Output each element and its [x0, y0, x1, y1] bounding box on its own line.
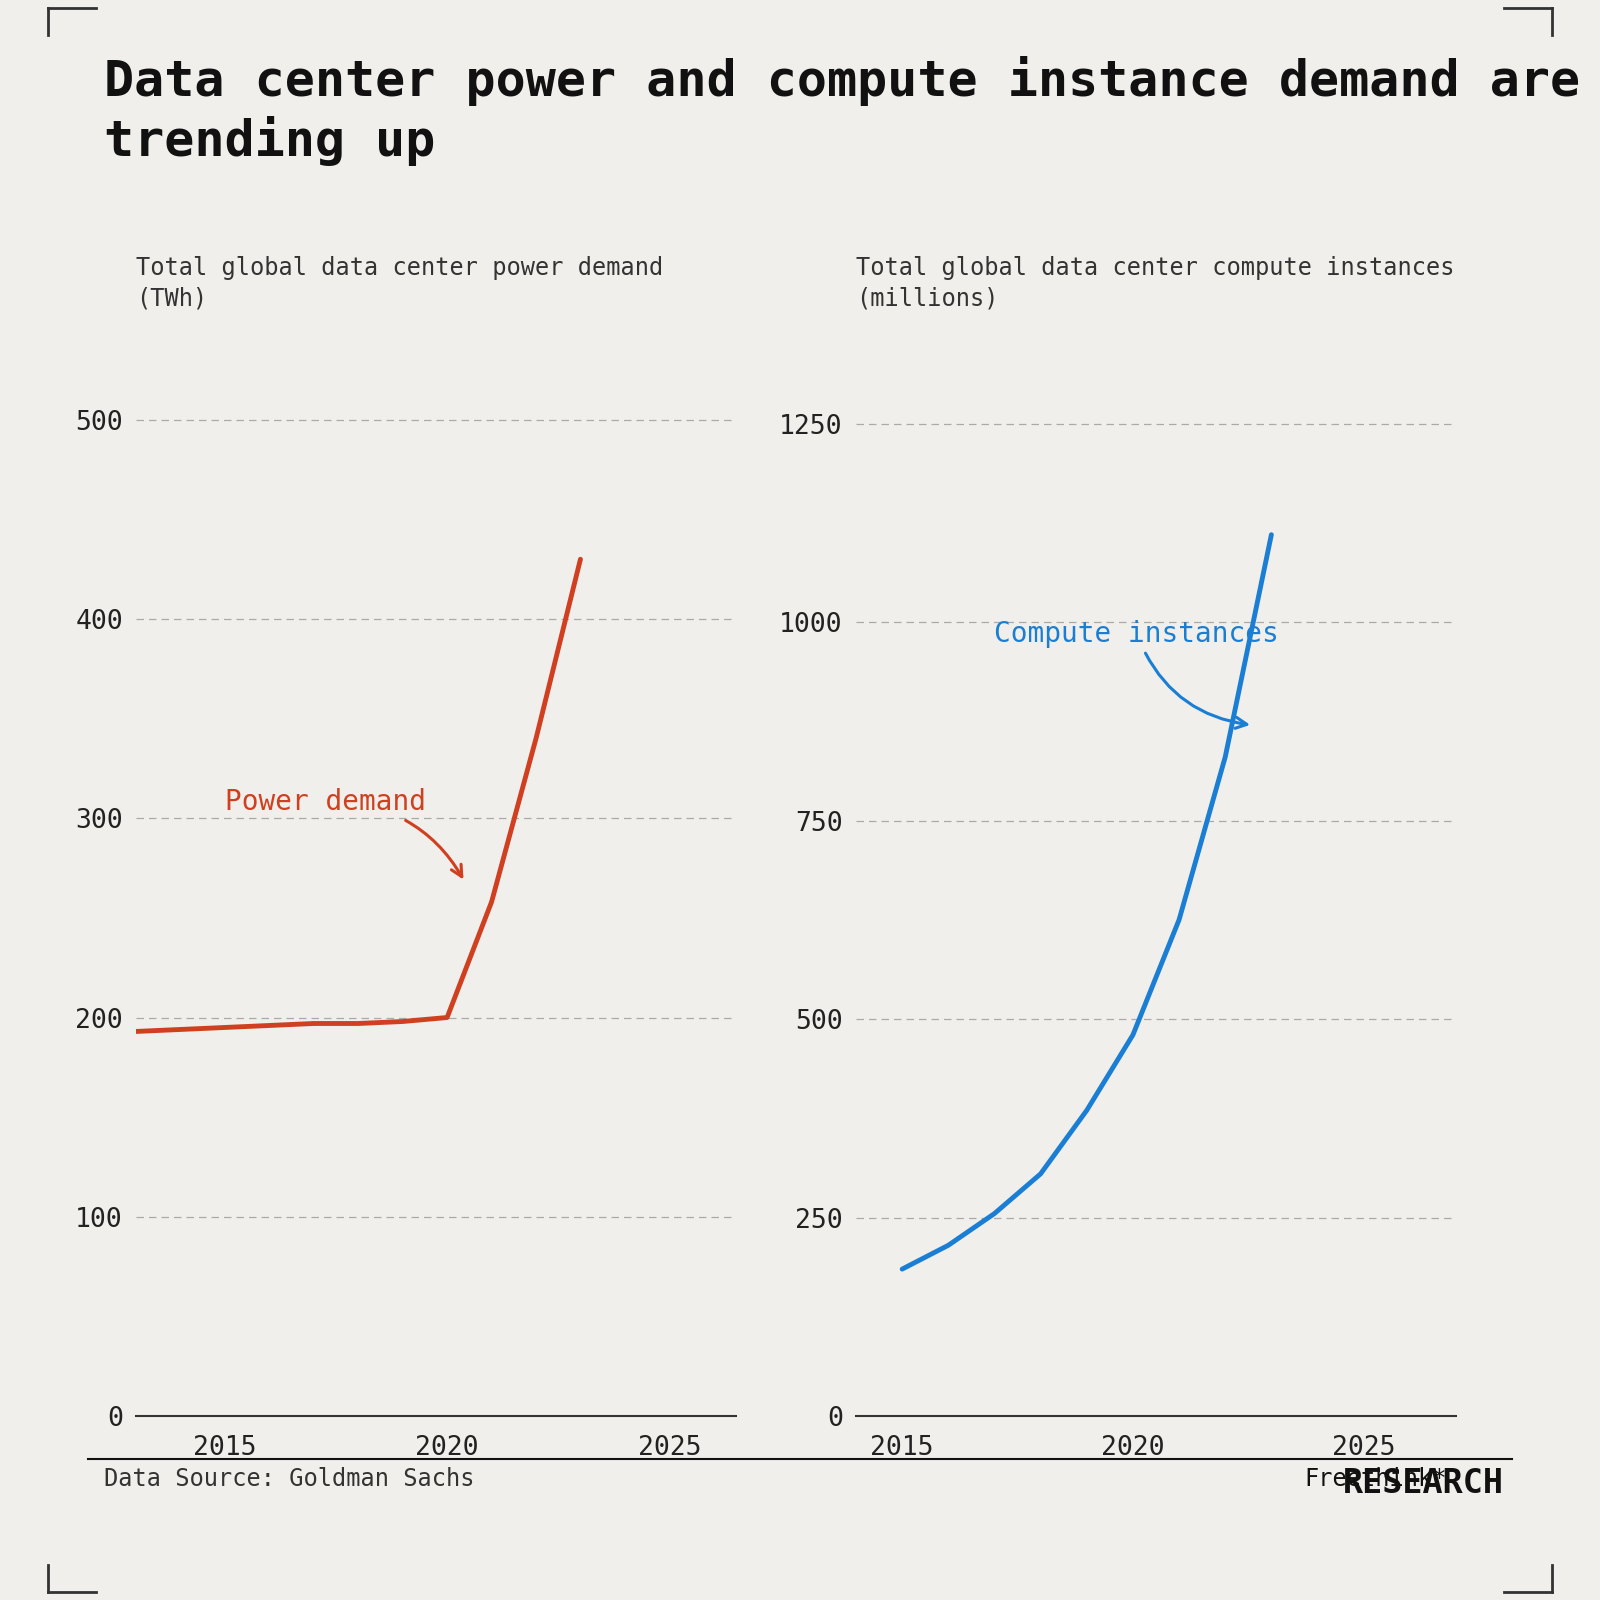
Text: RESEARCH: RESEARCH: [1342, 1467, 1504, 1501]
Text: Power demand: Power demand: [226, 789, 462, 877]
Text: Total global data center compute instances
(millions): Total global data center compute instanc…: [856, 256, 1454, 310]
Text: Total global data center power demand
(TWh): Total global data center power demand (T…: [136, 256, 664, 310]
Text: Data center power and compute instance demand are
trending up: Data center power and compute instance d…: [104, 56, 1581, 166]
Text: Compute instances: Compute instances: [995, 619, 1280, 728]
Text: Freethink*: Freethink*: [1304, 1467, 1446, 1491]
Text: Data Source: Goldman Sachs: Data Source: Goldman Sachs: [104, 1467, 475, 1491]
